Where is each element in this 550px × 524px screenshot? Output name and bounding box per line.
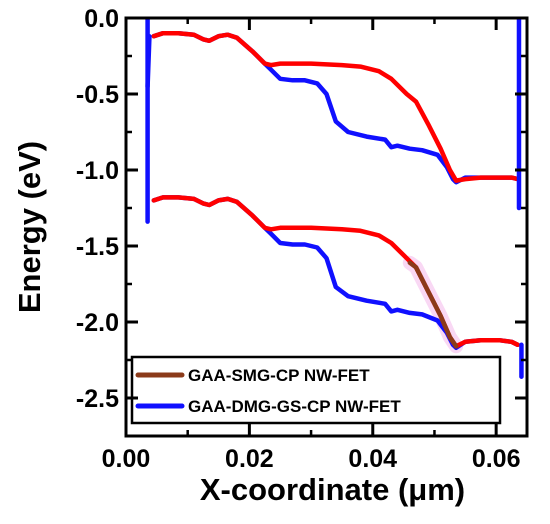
legend-entry-label: GAA-DMG-GS-CP NW-FET	[188, 397, 401, 416]
series-line-conduction-red	[151, 30, 520, 183]
x-tick-label: 0.06	[472, 445, 521, 473]
y-tick-label: -0.5	[76, 81, 119, 109]
legend-box	[130, 355, 502, 425]
boundary-spike-1	[145, 33, 152, 89]
axes: 0.00 0.02 0.04 0.06 0.0 -0.5 -1.0 -1.5 -2.0 -2.5 X…	[12, 5, 529, 507]
x-tick-label: 0.04	[348, 445, 397, 473]
series-line-valence-red	[151, 195, 520, 349]
y-tick-label: -1.0	[76, 157, 119, 185]
y-tick-label: -2.5	[76, 385, 119, 413]
y-tick-label: -2.0	[76, 309, 119, 337]
x-tick-label: 0.00	[102, 445, 151, 473]
x-axis-title: X-coordinate (μm)	[200, 472, 465, 507]
plot-frame	[124, 16, 529, 438]
y-tick-label: -1.5	[76, 233, 119, 261]
legend: GAA-SMG-CP NW-FET GAA-DMG-GS-CP NW-FET	[130, 355, 502, 425]
y-axis-title: Energy (eV)	[12, 141, 47, 313]
x-tick-label: 0.02	[225, 445, 274, 473]
series-line-conduction-blue	[151, 30, 520, 185]
series-line-valence-blue	[151, 195, 520, 351]
series-line-valence-overlay-brown	[407, 260, 459, 349]
legend-entry-label: GAA-SMG-CP NW-FET	[188, 366, 370, 385]
y-tick-label: 0.0	[84, 5, 119, 33]
series-group	[145, 18, 524, 379]
plot-area	[145, 18, 524, 379]
